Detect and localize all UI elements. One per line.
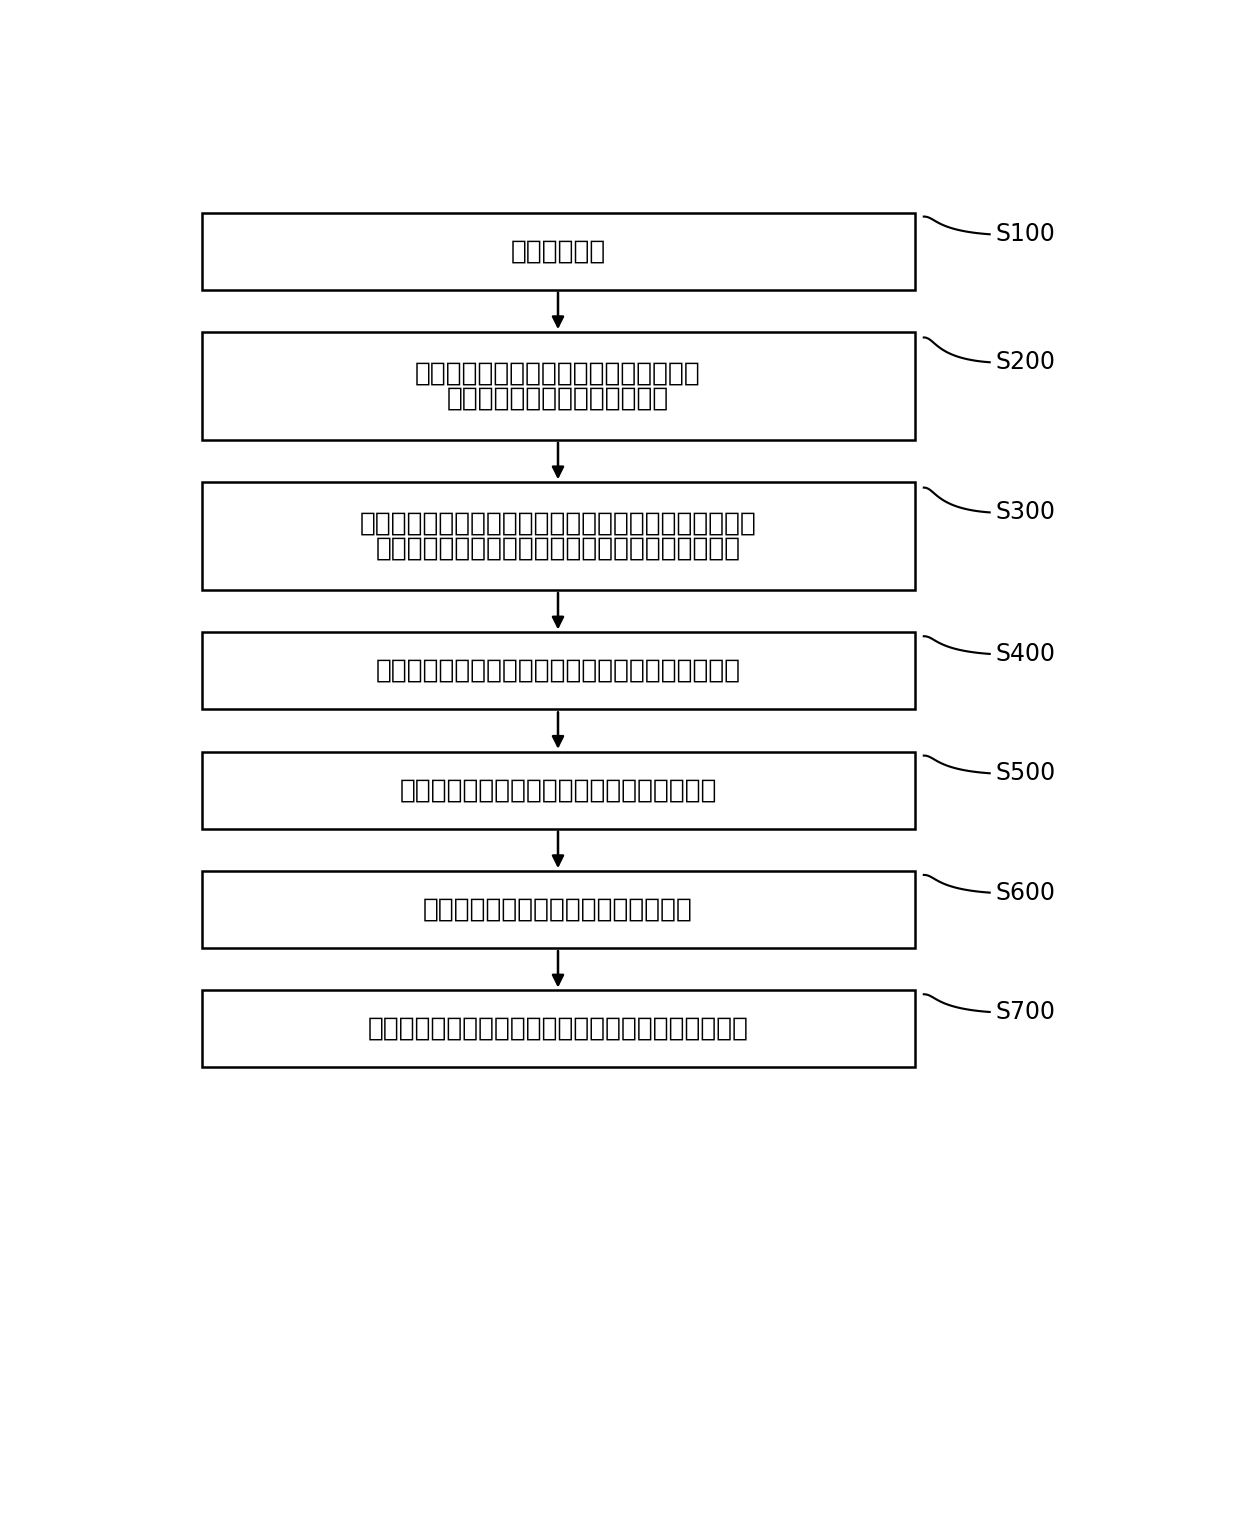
Text: 使压缩机按照多个设定速度，分阶段连续升频: 使压缩机按照多个设定速度，分阶段连续升频: [399, 778, 717, 803]
Text: 判断压缩机频率是否达到第一目标频率: 判断压缩机频率是否达到第一目标频率: [423, 896, 693, 923]
Text: 膨胀阀开度调整至第一目标开度: 膨胀阀开度调整至第一目标开度: [446, 385, 670, 412]
Text: 在环境湿度不大于设定湿度时，将空调的: 在环境湿度不大于设定湿度时，将空调的: [415, 361, 701, 387]
Text: 在将膨胀阀开度调整至第一目标开度的过程中，使空调的: 在将膨胀阀开度调整至第一目标开度的过程中，使空调的: [360, 511, 756, 537]
Bar: [201, 990, 915, 1067]
Bar: [201, 752, 915, 829]
Text: 在外风机开始升速的同时、之前或之后使压缩机启动: 在外风机开始升速的同时、之前或之后使压缩机启动: [376, 658, 740, 684]
Text: S200: S200: [996, 350, 1056, 374]
Bar: [201, 632, 915, 709]
Bar: [201, 482, 915, 590]
Text: S100: S100: [996, 223, 1055, 246]
Text: S600: S600: [996, 881, 1056, 905]
Bar: [201, 212, 915, 290]
Text: S500: S500: [996, 761, 1056, 785]
Text: S300: S300: [996, 500, 1056, 525]
Text: 获取环境湿度: 获取环境湿度: [511, 238, 605, 264]
Bar: [201, 872, 915, 948]
Text: 在压缩机频率达到第一目标频率时，使压缩机停止升频: 在压缩机频率达到第一目标频率时，使压缩机停止升频: [367, 1016, 749, 1041]
Bar: [201, 332, 915, 440]
Text: S400: S400: [996, 641, 1056, 666]
Text: S700: S700: [996, 1001, 1056, 1023]
Text: 外风机启动，并按照设定加速度升速至第一目标转速: 外风机启动，并按照设定加速度升速至第一目标转速: [376, 535, 740, 562]
